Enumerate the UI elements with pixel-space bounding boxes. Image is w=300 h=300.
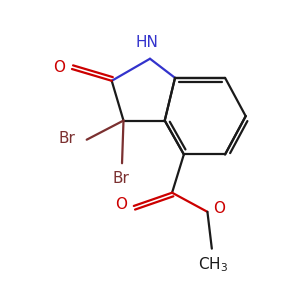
- Text: O: O: [53, 60, 65, 75]
- Text: HN: HN: [136, 35, 158, 50]
- Text: CH$_3$: CH$_3$: [198, 255, 228, 274]
- Text: O: O: [213, 201, 225, 216]
- Text: O: O: [115, 197, 127, 212]
- Text: Br: Br: [58, 131, 76, 146]
- Text: Br: Br: [112, 171, 129, 186]
